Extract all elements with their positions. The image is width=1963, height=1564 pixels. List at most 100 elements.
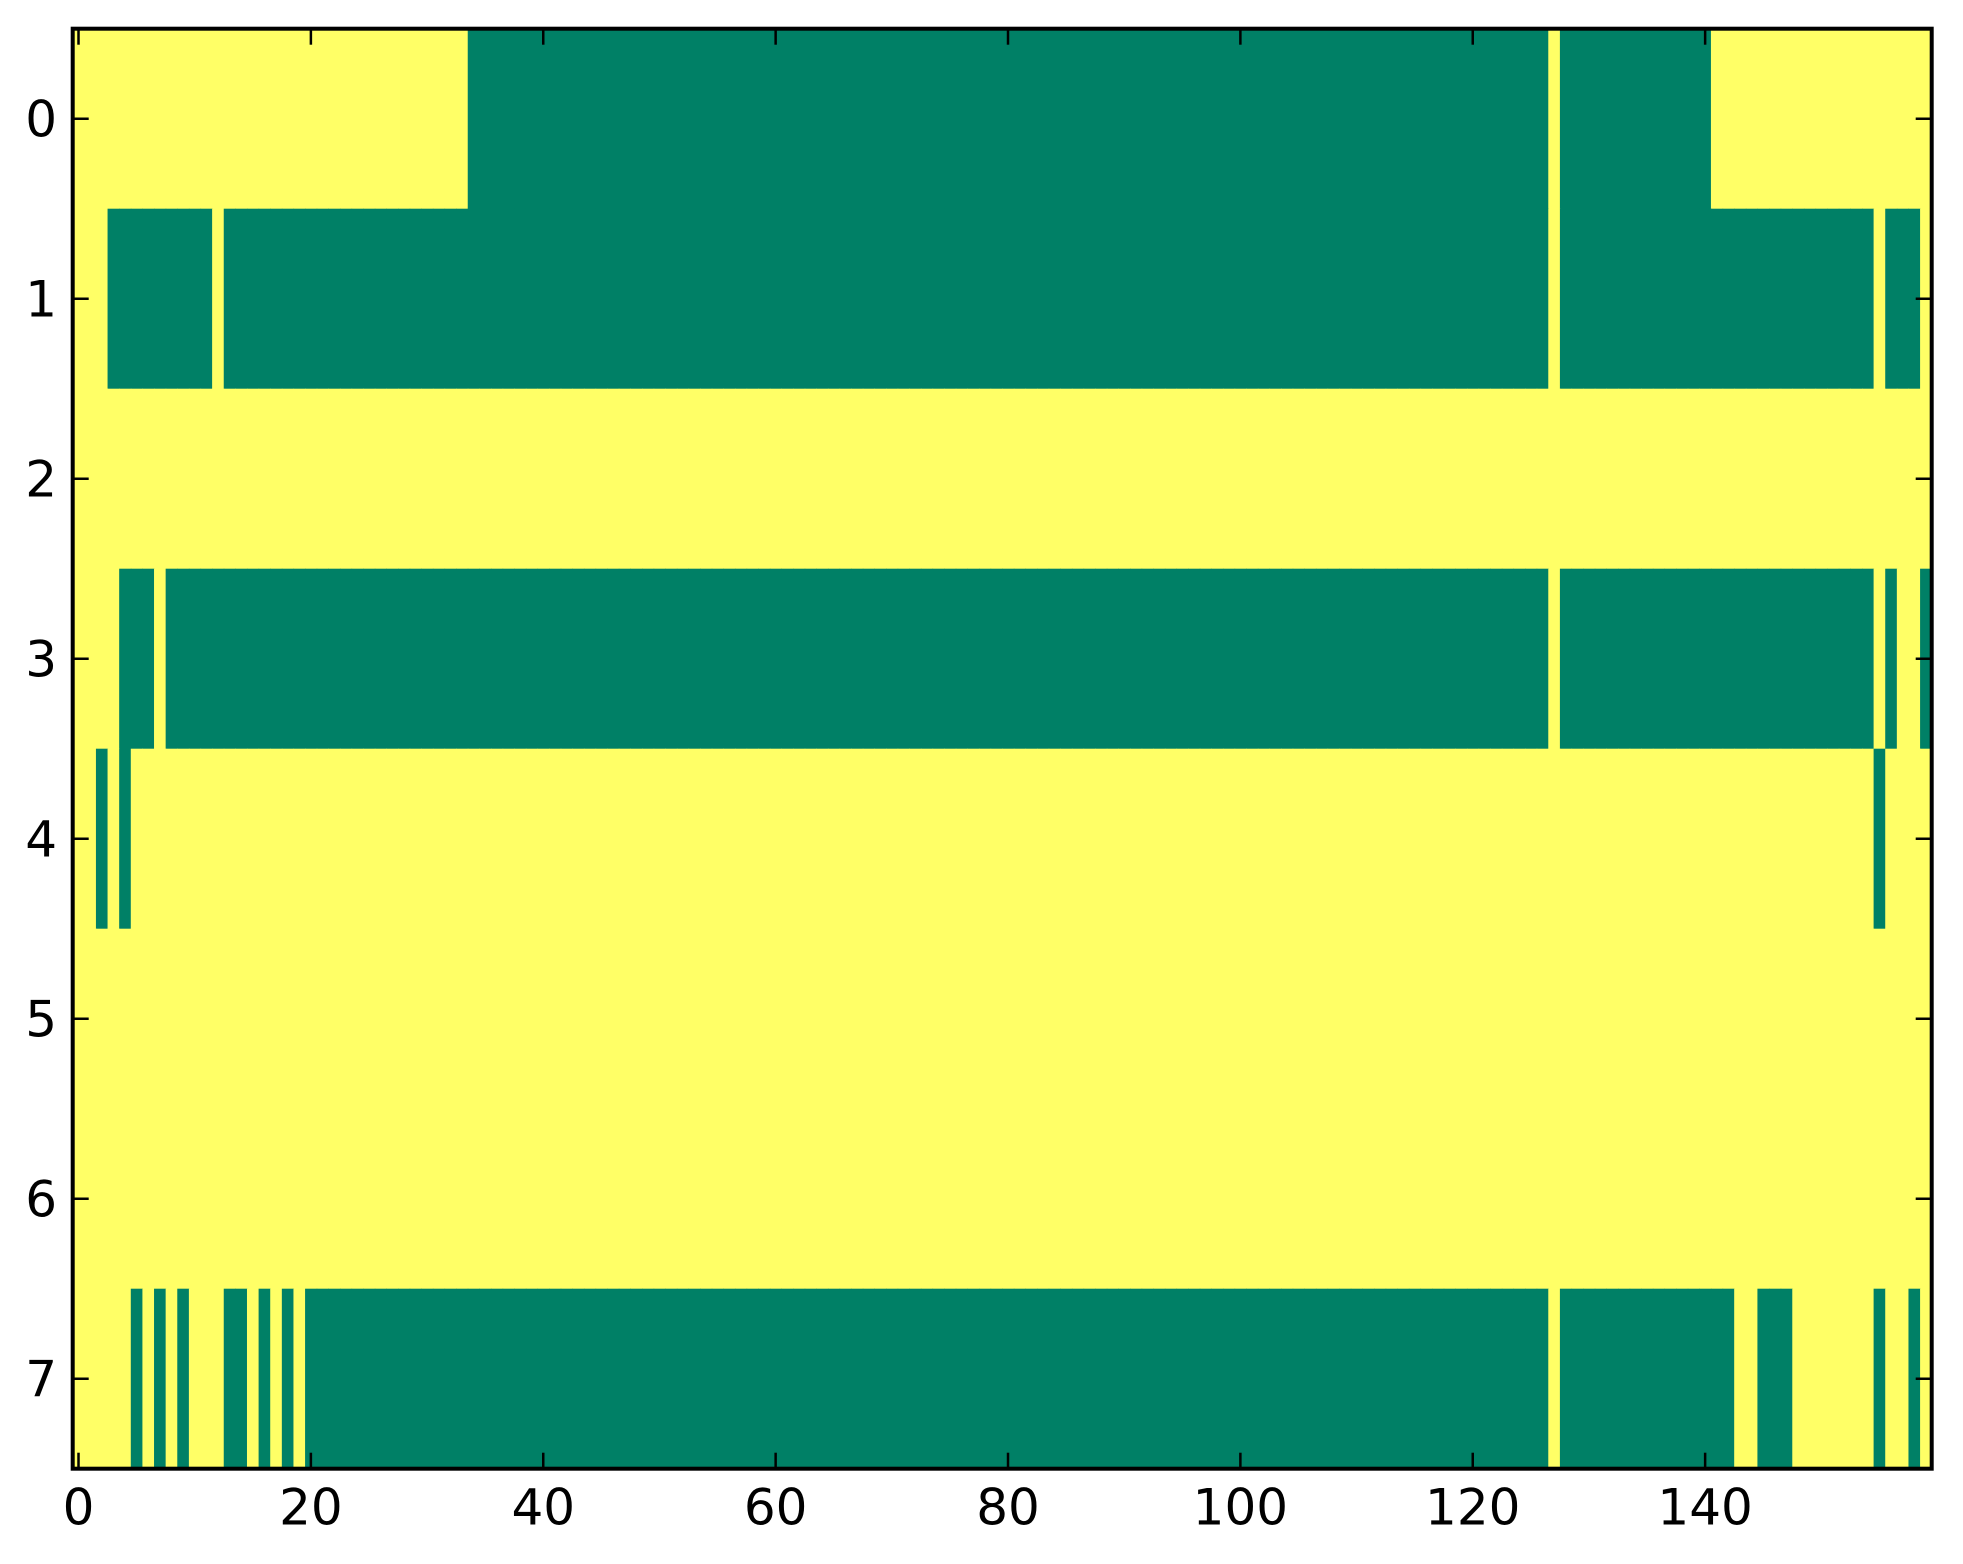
heatmap-cell (1885, 1288, 1898, 1470)
heatmap-cell (1780, 28, 1793, 210)
heatmap-cell (95, 1108, 109, 1290)
heatmap-cell (386, 928, 399, 1110)
heatmap-cell (549, 748, 562, 930)
heatmap-cell (665, 1288, 678, 1470)
heatmap-cell (339, 748, 353, 930)
heatmap-cell (351, 208, 364, 390)
heatmap-cell (514, 1108, 527, 1290)
heatmap-cell (177, 1108, 190, 1290)
heatmap-cell (1118, 208, 1131, 390)
heatmap-cell (897, 388, 910, 570)
heatmap-cell (955, 928, 968, 1110)
heatmap-cell (1443, 28, 1456, 210)
heatmap-cell (1188, 388, 1201, 570)
heatmap-cell (1304, 388, 1317, 570)
heatmap-cell (862, 1108, 875, 1290)
heatmap-cell (769, 568, 783, 750)
heatmap-cell (978, 208, 992, 390)
heatmap-cell (258, 748, 271, 930)
heatmap-cell (432, 568, 446, 750)
heatmap-cell (467, 928, 480, 1110)
heatmap-cell (1269, 1108, 1282, 1290)
heatmap-cell (851, 388, 864, 570)
heatmap-cell (1420, 208, 1433, 390)
heatmap-cell (1327, 28, 1340, 210)
heatmap-cell (1617, 208, 1631, 390)
heatmap-cell (525, 928, 539, 1110)
heatmap-cell (1246, 388, 1259, 570)
heatmap-cell (490, 928, 504, 1110)
heatmap-cell (363, 1288, 376, 1470)
heatmap-cell (1466, 28, 1480, 210)
heatmap-cell (1827, 388, 1840, 570)
heatmap-cell (653, 928, 666, 1110)
heatmap-cell (432, 928, 446, 1110)
heatmap-cell (432, 28, 446, 210)
heatmap-cell (1548, 28, 1561, 210)
heatmap-cell (1757, 208, 1770, 390)
y-tick-label: 4 (25, 811, 57, 869)
heatmap-cell (1490, 1108, 1503, 1290)
heatmap-cell (793, 208, 806, 390)
heatmap-cell (1850, 928, 1863, 1110)
heatmap-cell (1525, 928, 1538, 1110)
heatmap-cell (1594, 28, 1607, 210)
heatmap-cell (1641, 28, 1654, 210)
heatmap-cell (165, 568, 178, 750)
heatmap-cell (1536, 1108, 1549, 1290)
heatmap-cell (1780, 1288, 1793, 1470)
heatmap-cell (1722, 208, 1735, 390)
heatmap-cell (1037, 928, 1050, 1110)
heatmap-cell (978, 1288, 992, 1470)
heatmap-cell (1083, 208, 1096, 390)
heatmap-cell (107, 28, 120, 210)
heatmap-cell (1130, 208, 1143, 390)
heatmap-cell (1501, 928, 1515, 1110)
heatmap-cell (351, 1288, 364, 1470)
heatmap-cell (223, 748, 236, 930)
heatmap-cell (84, 568, 97, 750)
heatmap-cell (1908, 748, 1921, 930)
heatmap-cell (1443, 208, 1456, 390)
heatmap-cell (1025, 748, 1038, 930)
heatmap-cell (339, 208, 353, 390)
heatmap-cell (1676, 748, 1689, 930)
heatmap-cell (142, 568, 155, 750)
heatmap-cell (1083, 388, 1096, 570)
heatmap-cell (1745, 208, 1759, 390)
heatmap-cell (595, 568, 608, 750)
heatmap-cell (1013, 1108, 1027, 1290)
heatmap-cell (1676, 388, 1689, 570)
heatmap-cell (978, 568, 992, 750)
heatmap-cell (514, 928, 527, 1110)
heatmap-cell (456, 1108, 469, 1290)
heatmap-cell (839, 568, 852, 750)
heatmap-cell (223, 28, 236, 210)
heatmap-cell (1792, 748, 1805, 930)
heatmap-cell (1571, 748, 1584, 930)
heatmap-cell (1455, 28, 1468, 210)
heatmap-cell (1420, 928, 1433, 1110)
heatmap-cell (235, 748, 248, 930)
heatmap-cell (1037, 28, 1050, 210)
heatmap-cell (793, 568, 806, 750)
heatmap-cell (1466, 1288, 1480, 1470)
heatmap-cell (1362, 1288, 1375, 1470)
heatmap-cell (398, 208, 411, 390)
heatmap-cell (1559, 928, 1573, 1110)
heatmap-cell (200, 1108, 213, 1290)
heatmap-cell (1617, 1108, 1631, 1290)
heatmap-cell (1687, 1288, 1700, 1470)
heatmap-cell (1432, 388, 1445, 570)
heatmap-cell (676, 928, 690, 1110)
heatmap-cell (874, 388, 887, 570)
heatmap-cell (595, 1288, 608, 1470)
heatmap-cell (479, 208, 492, 390)
heatmap-cell (1002, 568, 1015, 750)
heatmap-cell (1885, 748, 1898, 930)
heatmap-cell (1106, 28, 1119, 210)
heatmap-cell (293, 28, 306, 210)
heatmap-cell (1478, 388, 1491, 570)
heatmap-cell (723, 568, 736, 750)
heatmap-cell (1211, 1288, 1224, 1470)
